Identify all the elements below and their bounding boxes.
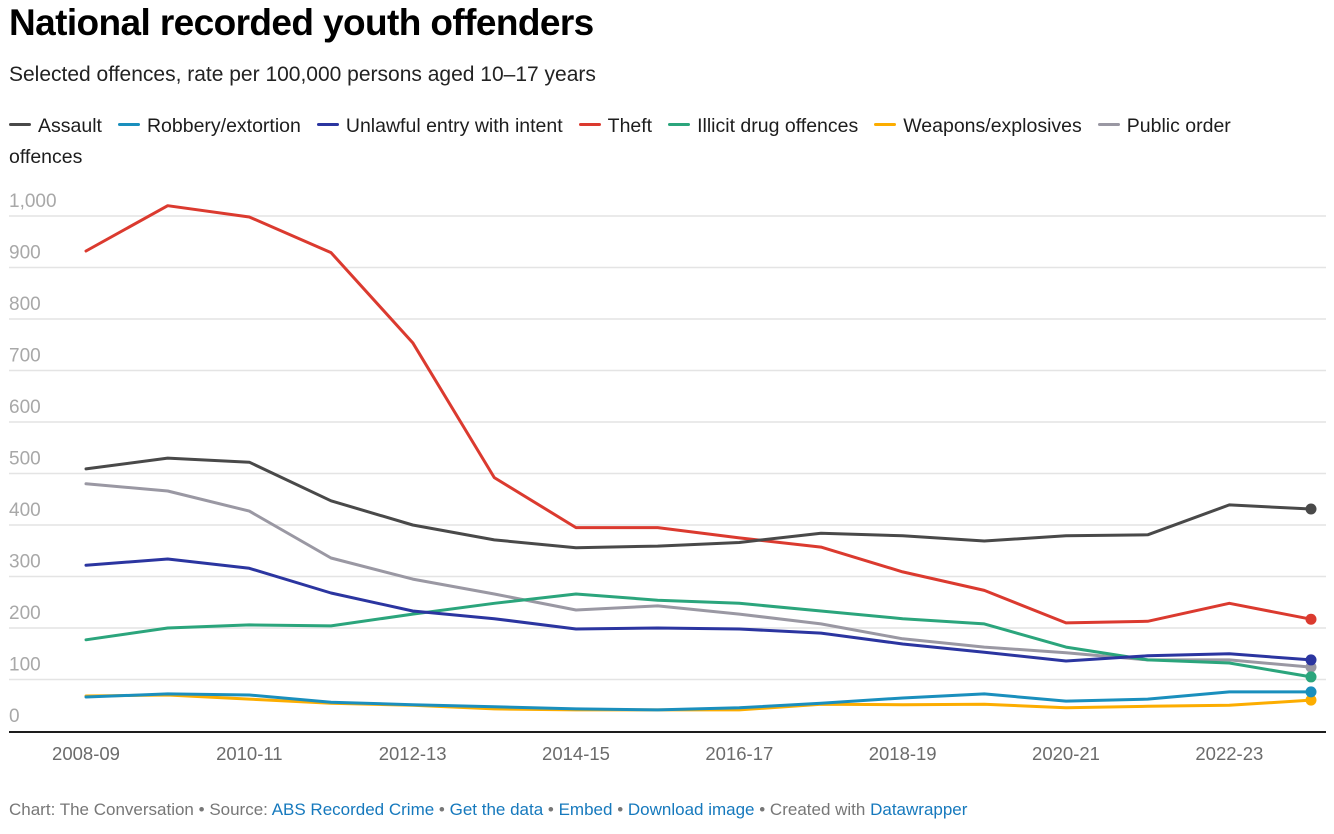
x-tick-label: 2014-15 — [542, 743, 610, 764]
x-tick-label: 2022-23 — [1195, 743, 1263, 764]
legend-swatch — [874, 123, 897, 127]
gridlines — [9, 215, 1326, 681]
legend-swatch — [668, 123, 691, 127]
chart-subtitle: Selected offences, rate per 100,000 pers… — [9, 63, 596, 86]
x-tick-label: 2020-21 — [1032, 743, 1100, 764]
footer-chart-credit: Chart: The Conversation — [9, 800, 194, 819]
x-tick-label: 2016-17 — [705, 743, 773, 764]
legend-item-unlawful-entry-with-intent: Unlawful entry with intent — [316, 115, 563, 137]
download-image-link[interactable]: Download image — [627, 800, 755, 819]
legend-swatch — [316, 123, 339, 127]
y-tick-label: 0 — [9, 706, 20, 727]
series-theft — [84, 204, 1317, 625]
footer-separator: • — [543, 800, 559, 819]
series-unlawful-entry-with-intent — [84, 557, 1317, 666]
end-point-theft — [1305, 613, 1317, 625]
legend-label: Public order offences — [9, 115, 1231, 168]
line-chart: 0 100 200 300 400 500 600 700 800 900 1,000 2008-0… — [9, 191, 1326, 764]
end-point-weapons-explosives — [1305, 694, 1317, 706]
series-robbery-extortion — [84, 686, 1317, 712]
chart-title: National recorded youth offenders — [9, 2, 594, 43]
legend-label: Robbery/extortion — [146, 115, 301, 137]
legend-label: Illicit drug offences — [697, 115, 859, 137]
y-tick-label: 900 — [9, 243, 41, 264]
footer: Chart: The Conversation • Source: ABS Re… — [9, 800, 967, 820]
footer-created-label: Created with — [769, 800, 871, 819]
legend-item-public-order-offences: Public order offences — [9, 115, 1231, 168]
end-point-illicit-drug-offences — [1305, 671, 1317, 683]
legend-swatch — [578, 123, 601, 127]
footer-separator: • — [193, 800, 210, 819]
y-tick-label: 100 — [9, 655, 41, 676]
series-line-unlawful-entry-with-intent — [84, 557, 1313, 663]
datawrapper-link[interactable]: Datawrapper — [870, 800, 968, 819]
y-tick-label: 300 — [9, 552, 41, 573]
footer-separator: • — [612, 800, 628, 819]
footer-separator: • — [434, 800, 450, 819]
y-tick-label: 600 — [9, 397, 41, 418]
series-line-assault — [84, 456, 1313, 550]
series-line-public-order-offences — [84, 482, 1313, 669]
x-tick-label: 2018-19 — [869, 743, 937, 764]
series-public-order-offences — [84, 482, 1317, 673]
series-lines — [84, 204, 1317, 712]
legend-swatch — [1097, 123, 1120, 127]
get-data-link[interactable]: Get the data — [449, 800, 544, 819]
footer-separator: • — [754, 800, 770, 819]
y-tick-label: 800 — [9, 294, 41, 315]
source-link[interactable]: ABS Recorded Crime — [271, 800, 435, 819]
legend-label: Assault — [38, 115, 102, 137]
legend-item-assault: Assault — [9, 115, 102, 137]
legend-item-illicit-drug-offences: Illicit drug offences — [668, 115, 858, 137]
x-tick-label: 2012-13 — [379, 743, 447, 764]
embed-link[interactable]: Embed — [558, 800, 613, 819]
x-tick-label: 2010-11 — [216, 743, 283, 764]
legend-label: Unlawful entry with intent — [345, 115, 563, 137]
legend-label: Theft — [607, 115, 653, 137]
end-point-robbery-extortion — [1305, 686, 1317, 698]
legend: Assault Robbery/extortion Unlawful entry w… — [9, 111, 1319, 173]
series-assault — [84, 456, 1317, 550]
y-tick-label: 700 — [9, 346, 41, 367]
series-line-illicit-drug-offences — [84, 592, 1313, 679]
legend-item-theft: Theft — [578, 115, 653, 137]
legend-swatch — [117, 123, 140, 127]
y-tick-label: 500 — [9, 449, 41, 470]
y-tick-label: 200 — [9, 603, 41, 624]
footer-source-label: Source: — [209, 800, 272, 819]
end-point-unlawful-entry-with-intent — [1305, 654, 1317, 666]
legend-label: Weapons/explosives — [903, 115, 1082, 137]
x-tick-label: 2008-09 — [52, 743, 120, 764]
end-point-assault — [1305, 503, 1317, 515]
y-tick-label: 1,000 — [9, 191, 57, 212]
series-line-theft — [84, 204, 1313, 625]
legend-swatch — [9, 123, 31, 127]
y-tick-label: 400 — [9, 500, 41, 521]
legend-item-weapons-explosives: Weapons/explosives — [874, 115, 1082, 137]
x-axis-ticks: 2008-09 2010-11 2012-13 2014-15 2016-17 2018-… — [52, 743, 1263, 764]
series-illicit-drug-offences — [84, 592, 1317, 683]
legend-item-robbery-extortion: Robbery/extortion — [117, 115, 301, 137]
y-axis-ticks: 0 100 200 300 400 500 600 700 800 900 1,000 — [9, 191, 57, 727]
series-line-robbery-extortion — [84, 690, 1313, 712]
